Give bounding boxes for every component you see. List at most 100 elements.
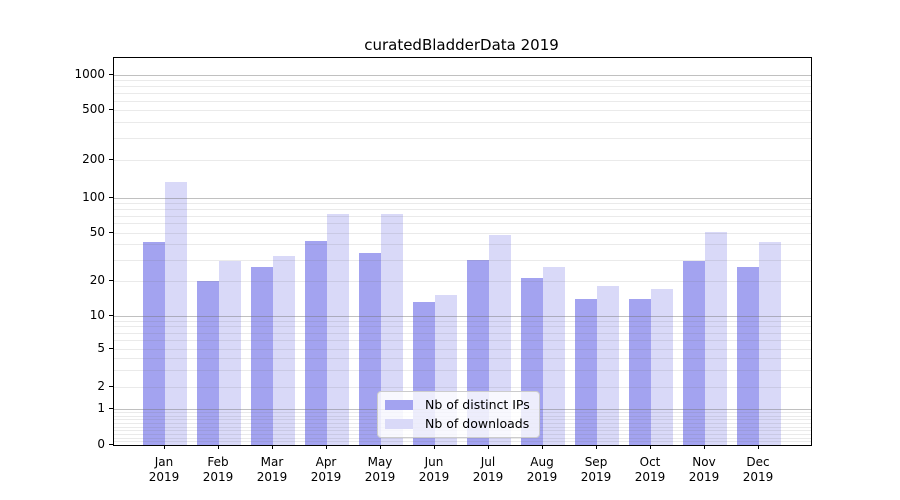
gridline-minor bbox=[114, 101, 811, 102]
y-tick-label-500: 500 bbox=[82, 102, 105, 117]
y-tick-mark-500 bbox=[109, 109, 113, 111]
grid-layer bbox=[114, 58, 811, 445]
y-tick-label-200: 200 bbox=[82, 152, 105, 167]
bar-mar-downloads bbox=[273, 256, 295, 445]
x-tick-mark-nov bbox=[704, 445, 705, 449]
x-tick-mark-aug bbox=[542, 445, 543, 449]
plot-area bbox=[113, 57, 812, 446]
bar-oct-distinct-ips bbox=[629, 298, 651, 445]
y-tick-label-10: 10 bbox=[89, 307, 105, 322]
x-tick-label-oct: Oct 2019 bbox=[634, 455, 666, 484]
bar-aug-downloads bbox=[543, 267, 565, 445]
bar-dec-downloads bbox=[759, 241, 781, 445]
gridline-minor bbox=[114, 232, 811, 234]
x-tick-mark-jan bbox=[164, 445, 165, 449]
y-tick-mark-20 bbox=[109, 280, 113, 281]
x-tick-label-apr: Apr 2019 bbox=[310, 455, 342, 484]
y-tick-mark-5 bbox=[109, 348, 113, 349]
gridline-minor bbox=[114, 138, 811, 140]
gridline-100 bbox=[114, 197, 811, 199]
y-tick-mark-2 bbox=[109, 386, 113, 387]
bar-nov-downloads bbox=[705, 231, 727, 445]
gridline-minor bbox=[114, 122, 811, 124]
y-tick-mark-0 bbox=[109, 444, 113, 445]
x-tick-label-mar: Mar 2019 bbox=[256, 455, 288, 484]
y-tick-mark-1000 bbox=[109, 74, 113, 75]
legend-swatch-downloads bbox=[385, 418, 413, 429]
legend-swatch-distinct-ips bbox=[385, 399, 413, 410]
gridline-minor bbox=[114, 208, 811, 210]
bar-apr-downloads bbox=[327, 213, 349, 445]
gridline-minor bbox=[114, 358, 811, 360]
x-tick-label-feb: Feb 2019 bbox=[202, 455, 234, 484]
x-tick-mark-sep bbox=[596, 445, 597, 449]
y-tick-label-2: 2 bbox=[97, 379, 105, 393]
gridline-minor bbox=[114, 326, 811, 328]
bar-feb-downloads bbox=[219, 261, 241, 445]
x-tick-label-may: May 2019 bbox=[364, 455, 396, 484]
legend-label-downloads: Nb of downloads bbox=[425, 416, 530, 431]
gridline-minor bbox=[114, 332, 811, 334]
gridline-minor bbox=[114, 370, 811, 372]
y-tick-mark-10 bbox=[109, 314, 113, 316]
x-tick-mark-mar bbox=[272, 445, 273, 449]
gridline-minor bbox=[114, 203, 811, 205]
y-tick-label-20: 20 bbox=[89, 273, 105, 287]
legend-item-downloads: Nb of downloads bbox=[385, 416, 530, 431]
x-tick-mark-jun bbox=[434, 445, 435, 449]
x-tick-label-aug: Aug 2019 bbox=[526, 455, 558, 484]
gridline-1000 bbox=[114, 75, 811, 76]
y-tick-mark-100 bbox=[109, 196, 113, 198]
x-tick-label-sep: Sep 2019 bbox=[580, 455, 612, 484]
gridline-minor bbox=[114, 437, 811, 439]
x-tick-label-dec: Dec 2019 bbox=[742, 455, 774, 484]
gridline-minor bbox=[114, 93, 811, 95]
gridline-minor bbox=[114, 110, 811, 112]
gridline-minor bbox=[114, 223, 811, 225]
legend-item-distinct-ips: Nb of distinct IPs bbox=[385, 397, 530, 412]
gridline-minor bbox=[114, 387, 811, 388]
legend: Nb of distinct IPs Nb of downloads bbox=[377, 391, 540, 438]
gridline-minor bbox=[114, 441, 811, 443]
y-tick-label-1000: 1000 bbox=[74, 67, 105, 81]
x-tick-mark-may bbox=[380, 445, 381, 449]
x-tick-mark-apr bbox=[326, 445, 327, 449]
y-tick-mark-1 bbox=[109, 407, 113, 409]
bar-jan-distinct-ips bbox=[143, 241, 165, 445]
x-tick-mark-dec bbox=[758, 445, 759, 449]
y-tick-label-0: 0 bbox=[97, 437, 105, 451]
legend-label-distinct-ips: Nb of distinct IPs bbox=[425, 397, 530, 412]
bar-sep-downloads bbox=[597, 286, 619, 445]
gridline-minor bbox=[114, 215, 811, 217]
gridline-minor bbox=[114, 160, 811, 162]
y-tick-mark-200 bbox=[109, 159, 113, 161]
y-tick-label-50: 50 bbox=[89, 224, 105, 239]
gridline-minor bbox=[114, 281, 811, 282]
x-tick-label-nov: Nov 2019 bbox=[688, 455, 720, 484]
x-tick-mark-oct bbox=[650, 445, 651, 449]
x-tick-label-jun: Jun 2019 bbox=[418, 455, 450, 484]
gridline-minor bbox=[114, 259, 811, 261]
gridline-minor bbox=[114, 80, 811, 82]
bar-mar-distinct-ips bbox=[251, 267, 273, 445]
gridline-minor bbox=[114, 244, 811, 246]
x-tick-label-jan: Jan 2019 bbox=[148, 455, 180, 484]
bar-may-downloads bbox=[381, 213, 403, 445]
y-tick-label-5: 5 bbox=[97, 341, 105, 355]
bar-dec-distinct-ips bbox=[737, 267, 759, 445]
bar-nov-distinct-ips bbox=[683, 261, 705, 445]
bar-sep-distinct-ips bbox=[575, 298, 597, 445]
bar-apr-distinct-ips bbox=[305, 240, 327, 445]
y-tick-label-100: 100 bbox=[82, 189, 105, 204]
x-tick-mark-jul bbox=[488, 445, 489, 449]
x-tick-label-jul: Jul 2019 bbox=[472, 455, 504, 484]
gridline-minor bbox=[114, 86, 811, 88]
y-tick-mark-50 bbox=[109, 231, 113, 233]
gridline-minor bbox=[114, 340, 811, 342]
gridline-minor bbox=[114, 320, 811, 322]
chart-title: curatedBladderData 2019 bbox=[364, 36, 559, 54]
bar-jan-downloads bbox=[165, 182, 187, 445]
bar-oct-downloads bbox=[651, 289, 673, 445]
gridline-minor bbox=[114, 349, 811, 350]
